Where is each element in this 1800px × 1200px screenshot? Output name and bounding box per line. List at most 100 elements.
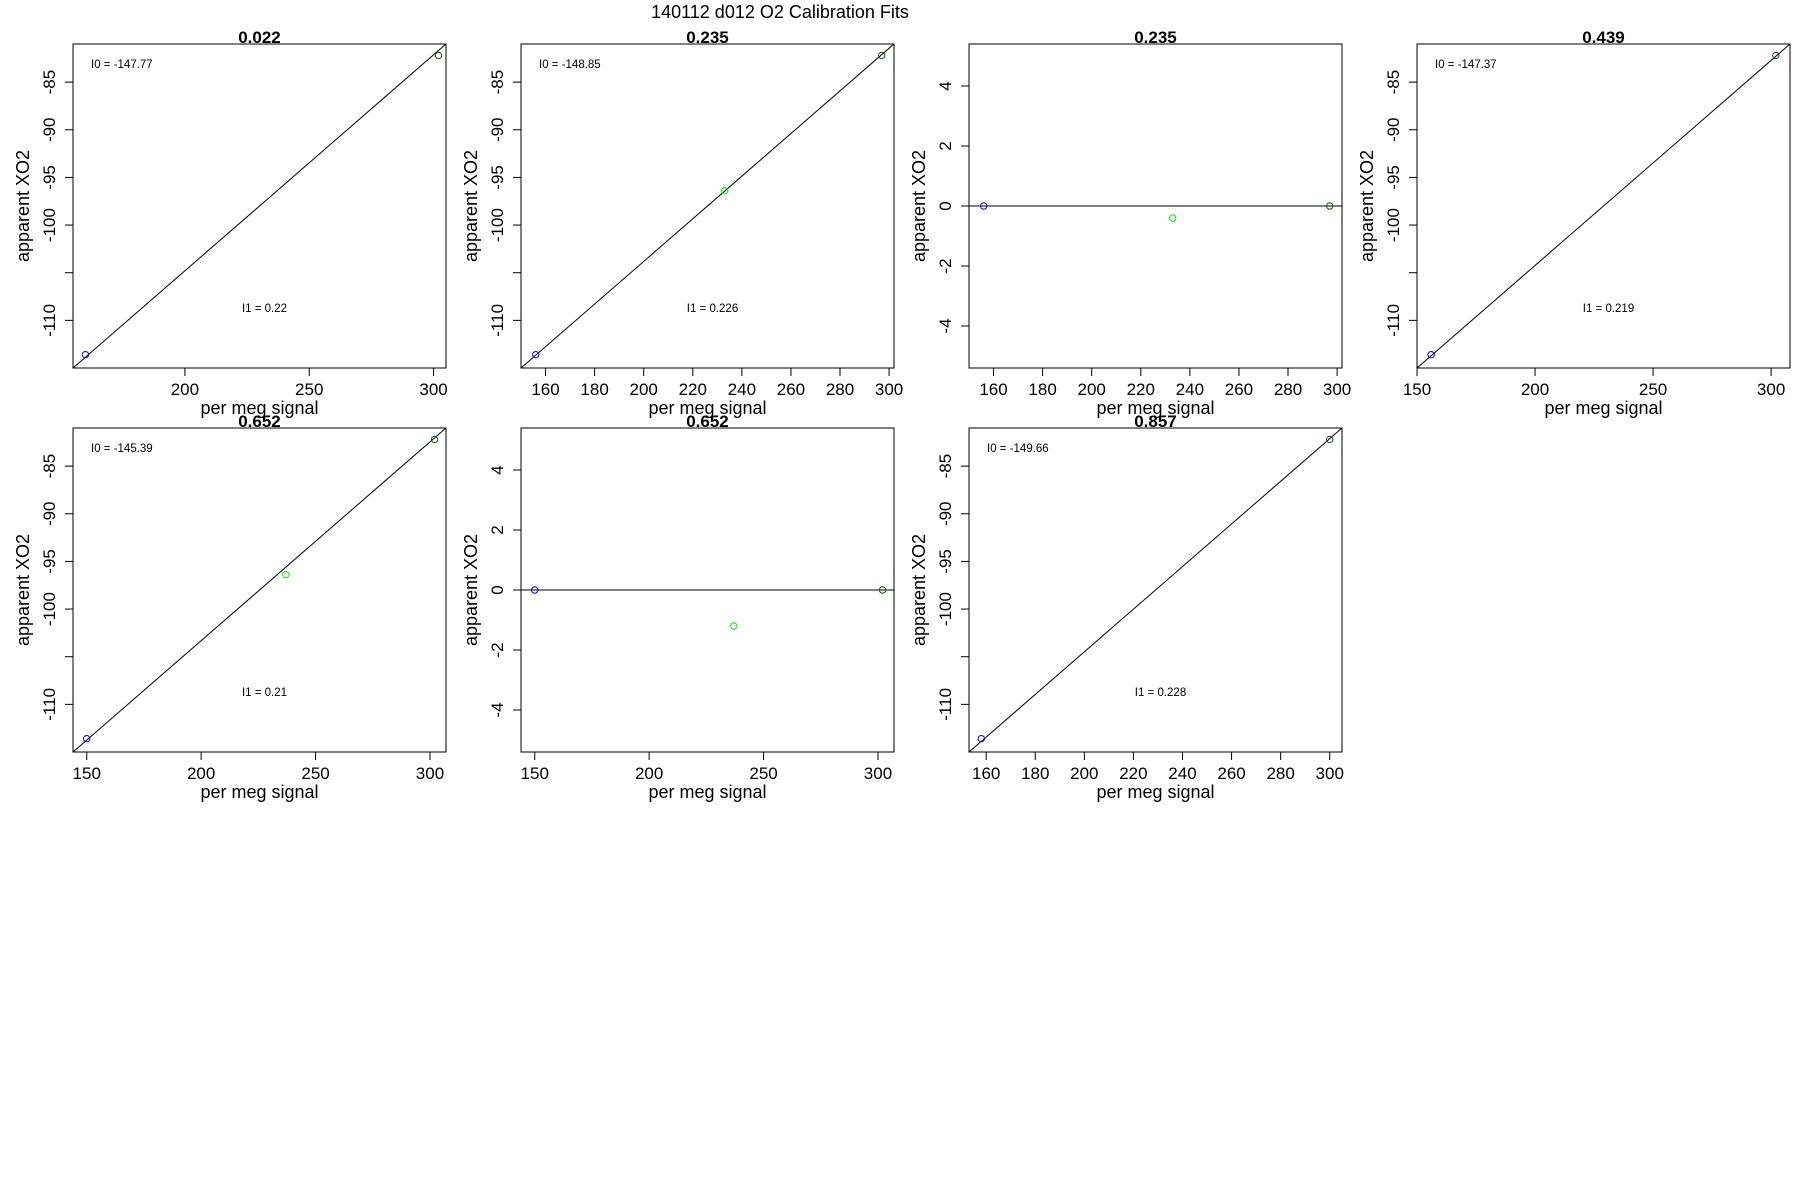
x-tick-label: 180 [1028,380,1056,399]
y-tick-label: -100 [936,592,955,626]
x-tick-label: 250 [1639,380,1667,399]
plot-data [521,44,894,368]
y-tick-label: -2 [936,258,955,273]
x-tick-label: 260 [1217,764,1245,783]
slope-annotation: I1 = 0.219 [1583,303,1634,315]
y-tick-label: 2 [488,525,507,534]
x-tick-label: 250 [295,380,323,399]
x-tick-label: 160 [531,380,559,399]
y-tick-label: -100 [1384,208,1403,242]
x-tick-label: 160 [972,764,1000,783]
x-tick-label: 300 [1757,380,1785,399]
x-tick-label: 280 [826,380,854,399]
x-axis-label: per meg signal [648,782,766,802]
y-tick-label: -110 [936,688,955,721]
panel-1: 0.022 200 250 300 -110 -100 -95 -90 -85 per meg s… [13,28,448,418]
data-point-high [878,586,887,594]
x-tick-label: 300 [419,380,447,399]
x-tick-label: 200 [1078,380,1106,399]
x-tick-label: 200 [1521,380,1549,399]
panel-7: 0.857 160 180 200 220 240 260 280 300 -110 -100 -95… [909,412,1344,802]
y-tick-label: 0 [936,201,955,210]
x-tick-label: 200 [630,380,658,399]
figure-title: 140112 d012 O2 Calibration Fits [651,2,909,22]
y-axis-label: apparent XO2 [13,534,33,646]
x-tick-label: 220 [1119,764,1147,783]
y-axis-label: apparent XO2 [1357,150,1377,262]
data-point-low [81,350,90,359]
x-tick-label: 180 [1021,764,1049,783]
data-point-low [532,350,540,359]
x-tick-label: 150 [1403,380,1431,399]
data-point-low [980,202,988,210]
data-point-high [434,51,443,60]
x-tick-label: 240 [728,380,756,399]
slope-annotation: I1 = 0.226 [687,303,738,315]
y-tick-label: -100 [488,208,507,242]
y-tick-label: -90 [936,501,955,526]
y-tick-label: -110 [40,304,59,337]
plot-frame [1416,43,1791,369]
x-tick-label: 150 [73,764,101,783]
x-axis-label: per meg signal [1544,398,1662,418]
panel-6: 0.652 150 200 250 300 -4 -2 0 2 4 per meg signal ap… [461,412,895,802]
x-tick-label: 200 [187,764,215,783]
y-tick-label: -100 [40,208,59,242]
y-tick-label: -110 [488,304,507,337]
plot-data [521,586,894,630]
y-axis-label: apparent XO2 [461,534,481,646]
y-tick-label: -95 [40,549,59,574]
data-point-high [878,51,886,60]
fit-line [73,44,446,368]
y-axis-label: apparent XO2 [909,150,929,262]
y-tick-label: -90 [40,117,59,142]
y-tick-label: -95 [40,165,59,190]
y-tick-label: -85 [1384,70,1403,95]
slope-annotation: I1 = 0.22 [242,303,287,315]
x-axis-label: per meg signal [1096,398,1214,418]
data-point-mid [282,571,290,579]
fit-line [521,44,894,368]
y-tick-label: -110 [1384,304,1403,337]
panel-title: 0.857 [1134,412,1177,431]
panel-title: 0.439 [1582,28,1625,47]
intercept-annotation: I0 = -147.77 [91,59,153,71]
y-tick-label: -95 [1384,165,1403,190]
plot-data [1417,44,1790,368]
x-tick-label: 220 [679,380,707,399]
intercept-annotation: I0 = -145.39 [91,443,153,455]
plot-frame [520,43,895,369]
y-tick-label: 4 [936,81,955,90]
x-tick-label: 160 [979,380,1007,399]
y-tick-label: -90 [40,501,59,526]
y-tick-label: -4 [488,702,507,717]
x-tick-label: 200 [1070,764,1098,783]
plot-data [73,44,446,368]
y-tick-label: 4 [488,465,507,474]
data-point-low [977,734,985,743]
x-tick-label: 300 [875,380,903,399]
panel-title: 0.022 [238,28,281,47]
intercept-annotation: I0 = -147.37 [1435,59,1497,71]
slope-annotation: I1 = 0.228 [1135,687,1186,699]
fit-line [1417,44,1790,368]
slope-annotation: I1 = 0.21 [242,687,287,699]
y-axis-label: apparent XO2 [13,150,33,262]
x-tick-label: 240 [1168,764,1196,783]
y-tick-label: -95 [488,165,507,190]
x-tick-label: 180 [580,380,608,399]
plot-data [969,428,1342,752]
data-point-mid [1168,214,1177,222]
x-tick-label: 280 [1266,764,1294,783]
y-tick-label: -4 [936,318,955,333]
y-tick-label: -90 [1384,117,1403,142]
fit-line [73,428,446,752]
y-tick-label: -85 [936,454,955,479]
data-point-mid [720,187,729,195]
x-tick-label: 300 [864,764,892,783]
data-point-high [1326,435,1334,444]
y-tick-label: -90 [488,117,507,142]
y-tick-label: 0 [488,585,507,594]
x-axis-label: per meg signal [200,782,318,802]
x-tick-label: 250 [301,764,329,783]
